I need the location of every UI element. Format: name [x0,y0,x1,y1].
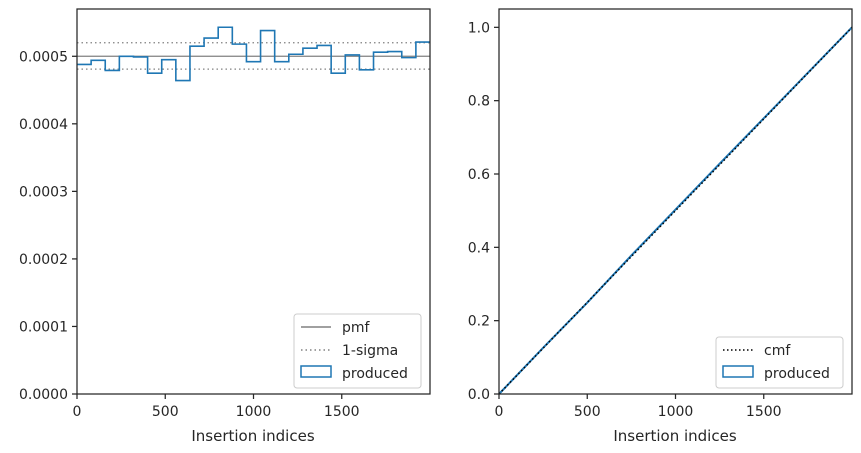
left-y-tick-label: 0.0005 [19,49,68,65]
right-y-tick-label: 0.0 [468,387,490,403]
legend-cmf-label: cmf [764,343,791,359]
right-y-tick-label: 0.4 [468,240,490,256]
legend-produced-swatch [300,365,332,378]
legend-pmf-label: pmf [342,320,371,336]
right-legend: cmf produced [715,336,844,389]
legend-produced-swatch-right [722,365,754,378]
right-x-axis-label: Insertion indices [613,427,736,445]
right-plot-area [498,26,853,395]
left-plot-area [77,26,430,82]
left-legend: pmf 1-sigma produced [293,313,422,389]
left-y-tick-label: 0.0000 [19,387,68,403]
right-y-tick-label: 0.2 [468,314,490,330]
left-x-axis-label: Insertion indices [191,427,314,445]
left-y-tick-label: 0.0001 [19,319,68,335]
legend-produced-label-right: produced [764,366,830,382]
right-x-tick-label: 0 [495,404,504,420]
left-x-tick-label: 0 [73,404,82,420]
right-ticks: 0 500 1000 1500 0.0 0.2 0.4 0.6 0.8 1.0 [468,20,782,420]
left-legend-box [293,313,422,389]
right-x-tick-label: 1500 [746,404,782,420]
right-y-tick-label: 1.0 [468,20,490,36]
right-axes-frame [498,8,853,395]
left-ticks: 0 500 1000 1500 0.0000 0.0001 0.0002 0.0003 0.00… [19,49,360,420]
left-x-tick-label: 1500 [324,404,360,420]
legend-1sigma-label: 1-sigma [342,343,398,359]
pmf-panel: 0 500 1000 1500 0.0000 0.0001 0.0002 0.0003 0.00… [19,8,431,445]
legend-produced-label: produced [342,366,408,382]
produced-histogram-step [77,26,430,82]
left-x-tick-label: 1000 [236,404,272,420]
cmf-panel: 0 500 1000 1500 0.0 0.2 0.4 0.6 0.8 1.0 Insertion… [468,8,853,445]
left-y-tick-label: 0.0003 [19,184,68,200]
left-x-tick-label: 500 [152,404,179,420]
right-x-tick-label: 500 [574,404,601,420]
right-y-tick-label: 0.8 [468,94,490,110]
left-y-tick-label: 0.0004 [19,117,68,133]
right-x-tick-label: 1000 [658,404,694,420]
left-y-tick-label: 0.0002 [19,252,68,268]
cmf-line [498,26,853,395]
right-y-tick-label: 0.6 [468,167,490,183]
